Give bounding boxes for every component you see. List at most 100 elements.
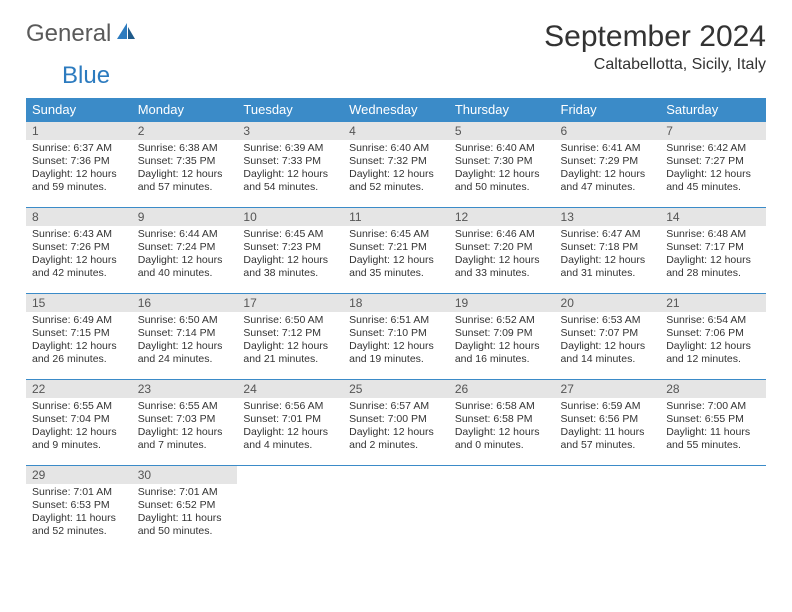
daylight-text-1: Daylight: 12 hours [243,426,337,439]
daylight-text-1: Daylight: 12 hours [138,168,232,181]
daylight-text-2: and 38 minutes. [243,267,337,280]
day-details: Sunrise: 6:47 AMSunset: 7:18 PMDaylight:… [555,226,661,285]
sunset-text: Sunset: 6:53 PM [32,499,126,512]
sunrise-text: Sunrise: 6:58 AM [455,400,549,413]
daylight-text-1: Daylight: 12 hours [666,340,760,353]
day-number: 26 [449,380,555,398]
daylight-text-1: Daylight: 12 hours [455,254,549,267]
sunset-text: Sunset: 7:09 PM [455,327,549,340]
day-number: 22 [26,380,132,398]
daylight-text-1: Daylight: 12 hours [349,168,443,181]
daylight-text-2: and 12 minutes. [666,353,760,366]
day-details: Sunrise: 7:01 AMSunset: 6:52 PMDaylight:… [132,484,238,543]
day-number: 5 [449,122,555,140]
sunrise-text: Sunrise: 6:38 AM [138,142,232,155]
calendar-cell: 18Sunrise: 6:51 AMSunset: 7:10 PMDayligh… [343,294,449,380]
day-details: Sunrise: 6:49 AMSunset: 7:15 PMDaylight:… [26,312,132,371]
day-details: Sunrise: 6:56 AMSunset: 7:01 PMDaylight:… [237,398,343,457]
daylight-text-2: and 21 minutes. [243,353,337,366]
sunrise-text: Sunrise: 6:53 AM [561,314,655,327]
daylight-text-2: and 9 minutes. [32,439,126,452]
daylight-text-2: and 50 minutes. [455,181,549,194]
day-number: 9 [132,208,238,226]
sunrise-text: Sunrise: 6:46 AM [455,228,549,241]
day-details: Sunrise: 6:41 AMSunset: 7:29 PMDaylight:… [555,140,661,199]
weekday-header: Wednesday [343,98,449,122]
sunrise-text: Sunrise: 6:48 AM [666,228,760,241]
daylight-text-2: and 59 minutes. [32,181,126,194]
sunset-text: Sunset: 6:58 PM [455,413,549,426]
daylight-text-1: Daylight: 12 hours [666,168,760,181]
daylight-text-2: and 19 minutes. [349,353,443,366]
calendar-row: 29Sunrise: 7:01 AMSunset: 6:53 PMDayligh… [26,466,766,552]
daylight-text-1: Daylight: 12 hours [349,426,443,439]
sunrise-text: Sunrise: 6:56 AM [243,400,337,413]
brand-general-text: General [26,20,111,48]
day-number: 29 [26,466,132,484]
day-details: Sunrise: 6:45 AMSunset: 7:21 PMDaylight:… [343,226,449,285]
daylight-text-2: and 33 minutes. [455,267,549,280]
sunrise-text: Sunrise: 6:42 AM [666,142,760,155]
calendar-cell: 15Sunrise: 6:49 AMSunset: 7:15 PMDayligh… [26,294,132,380]
daylight-text-1: Daylight: 12 hours [138,254,232,267]
day-number: 20 [555,294,661,312]
weekday-header: Tuesday [237,98,343,122]
day-number: 30 [132,466,238,484]
day-number: 18 [343,294,449,312]
sunset-text: Sunset: 7:27 PM [666,155,760,168]
day-number: 2 [132,122,238,140]
sunset-text: Sunset: 6:56 PM [561,413,655,426]
daylight-text-1: Daylight: 12 hours [455,168,549,181]
daylight-text-1: Daylight: 12 hours [138,340,232,353]
sunset-text: Sunset: 7:03 PM [138,413,232,426]
daylight-text-2: and 26 minutes. [32,353,126,366]
sunset-text: Sunset: 7:07 PM [561,327,655,340]
calendar-cell: 25Sunrise: 6:57 AMSunset: 7:00 PMDayligh… [343,380,449,466]
sunrise-text: Sunrise: 7:01 AM [32,486,126,499]
daylight-text-1: Daylight: 11 hours [561,426,655,439]
sunrise-text: Sunrise: 6:41 AM [561,142,655,155]
day-details: Sunrise: 6:52 AMSunset: 7:09 PMDaylight:… [449,312,555,371]
calendar-table: Sunday Monday Tuesday Wednesday Thursday… [26,98,766,552]
day-details: Sunrise: 7:01 AMSunset: 6:53 PMDaylight:… [26,484,132,543]
weekday-header: Sunday [26,98,132,122]
sunrise-text: Sunrise: 6:49 AM [32,314,126,327]
day-details: Sunrise: 6:40 AMSunset: 7:30 PMDaylight:… [449,140,555,199]
sunset-text: Sunset: 7:30 PM [455,155,549,168]
brand-sail-icon [115,20,137,48]
weekday-header: Monday [132,98,238,122]
sunrise-text: Sunrise: 6:59 AM [561,400,655,413]
day-number: 8 [26,208,132,226]
day-details: Sunrise: 6:42 AMSunset: 7:27 PMDaylight:… [660,140,766,199]
sunrise-text: Sunrise: 6:39 AM [243,142,337,155]
day-details: Sunrise: 6:59 AMSunset: 6:56 PMDaylight:… [555,398,661,457]
day-details: Sunrise: 6:38 AMSunset: 7:35 PMDaylight:… [132,140,238,199]
day-details: Sunrise: 6:45 AMSunset: 7:23 PMDaylight:… [237,226,343,285]
daylight-text-1: Daylight: 11 hours [138,512,232,525]
daylight-text-2: and 57 minutes. [561,439,655,452]
daylight-text-2: and 52 minutes. [32,525,126,538]
day-number: 11 [343,208,449,226]
daylight-text-1: Daylight: 12 hours [561,254,655,267]
sunset-text: Sunset: 7:15 PM [32,327,126,340]
calendar-cell: 1Sunrise: 6:37 AMSunset: 7:36 PMDaylight… [26,122,132,208]
day-details: Sunrise: 6:51 AMSunset: 7:10 PMDaylight:… [343,312,449,371]
daylight-text-1: Daylight: 12 hours [32,340,126,353]
calendar-cell: 4Sunrise: 6:40 AMSunset: 7:32 PMDaylight… [343,122,449,208]
daylight-text-2: and 16 minutes. [455,353,549,366]
daylight-text-2: and 47 minutes. [561,181,655,194]
sunrise-text: Sunrise: 6:45 AM [243,228,337,241]
day-number: 7 [660,122,766,140]
brand-logo: General [26,20,141,48]
daylight-text-2: and 42 minutes. [32,267,126,280]
sunrise-text: Sunrise: 6:40 AM [349,142,443,155]
day-details: Sunrise: 6:37 AMSunset: 7:36 PMDaylight:… [26,140,132,199]
daylight-text-2: and 50 minutes. [138,525,232,538]
calendar-cell: 26Sunrise: 6:58 AMSunset: 6:58 PMDayligh… [449,380,555,466]
sunset-text: Sunset: 7:04 PM [32,413,126,426]
calendar-row: 1Sunrise: 6:37 AMSunset: 7:36 PMDaylight… [26,122,766,208]
day-number: 4 [343,122,449,140]
day-details: Sunrise: 6:55 AMSunset: 7:03 PMDaylight:… [132,398,238,457]
sunset-text: Sunset: 7:01 PM [243,413,337,426]
daylight-text-2: and 28 minutes. [666,267,760,280]
